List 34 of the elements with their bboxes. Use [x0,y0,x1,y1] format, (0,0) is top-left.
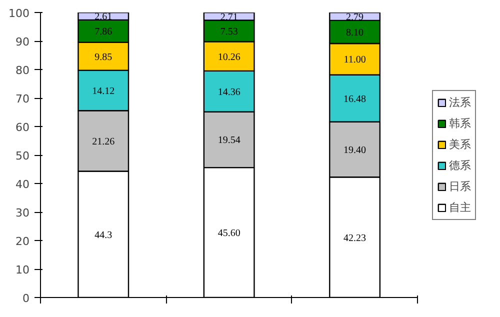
data-label: 9.85 [94,52,112,63]
y-tick-label: 100 [8,7,30,20]
data-label: 2.79 [346,12,364,23]
legend-label: 自主 [449,200,471,214]
legend-label: 德系 [449,158,471,172]
y-tick-label: 70 [16,92,30,106]
data-label: 10.26 [218,52,240,63]
legend-label: 韩系 [449,116,471,130]
data-label: 45.60 [218,228,240,240]
data-label: 21.26 [92,136,115,148]
y-tick-label: 50 [16,150,30,162]
data-label: 19.54 [218,135,240,146]
data-label: 2.61 [94,12,112,23]
y-tick-label: 60 [16,121,30,134]
y-tick-label: 20 [16,235,30,248]
data-label: 7.86 [94,26,112,38]
y-tick-label: 40 [16,178,30,191]
data-label: 11.00 [344,54,366,66]
y-tick-label: 80 [16,64,30,77]
legend-label: 美系 [449,136,471,152]
y-tick-label: 0 [22,292,30,305]
y-tick-label: 10 [16,264,30,276]
data-label: 14.12 [92,86,115,98]
data-label: 19.40 [344,145,366,156]
data-label: 16.48 [344,94,366,105]
legend-label: 法系 [449,94,471,110]
data-label: 42.23 [344,232,366,244]
y-tick-label: 30 [16,206,30,220]
legend-label: 日系 [449,178,471,194]
data-label: 44.3 [94,230,112,241]
data-label: 7.53 [220,26,238,38]
data-label: 14.36 [218,86,240,98]
y-tick-label: 90 [16,36,30,48]
data-label: 8.10 [346,27,364,38]
